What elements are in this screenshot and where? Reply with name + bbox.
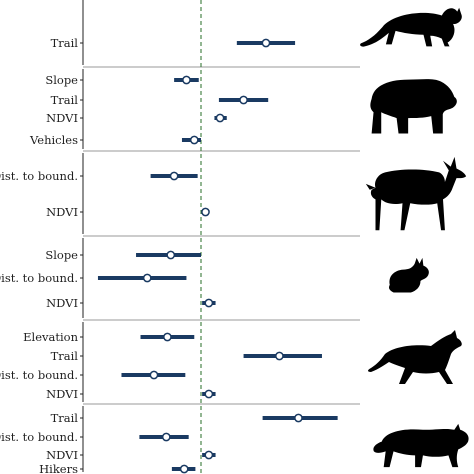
row-label: NDVI	[46, 205, 78, 219]
coefficient-row: NDVI	[46, 205, 210, 219]
coefficient-row: Slope	[45, 248, 201, 262]
point-estimate	[204, 298, 214, 308]
point-estimate	[239, 95, 248, 105]
row-label: Hikers	[39, 462, 78, 474]
coefficient-row: Vehicles	[29, 133, 201, 147]
row-label: Dist. to bound.	[0, 430, 78, 444]
coefficient-row: NDVI	[46, 111, 227, 125]
row-label: Dist. to bound.	[0, 271, 78, 285]
point-estimate	[179, 464, 189, 474]
panel-separators	[83, 66, 360, 405]
coefficient-row: Hikers	[39, 462, 196, 474]
row-label: NDVI	[46, 111, 78, 125]
deer-silhouette	[365, 156, 467, 231]
coefficient-row: Trail	[51, 36, 296, 50]
row-label: Dist. to bound.	[0, 368, 78, 382]
row-label: Dist. to bound.	[0, 169, 78, 183]
point-estimate	[261, 38, 271, 48]
coefficient-row: Dist. to bound.	[0, 430, 189, 444]
point-estimate	[201, 207, 210, 217]
point-estimate	[166, 250, 176, 260]
cougar-silhouette	[360, 7, 462, 47]
coefficient-row: Dist. to bound.	[0, 169, 198, 183]
bobcat-silhouette	[373, 423, 469, 468]
coefficient-row: Elevation	[23, 330, 195, 344]
row-label: Trail	[51, 36, 79, 50]
row-label: NDVI	[46, 448, 78, 462]
point-estimate	[182, 75, 191, 85]
point-estimate	[163, 332, 172, 342]
coefficient-row: NDVI	[46, 387, 216, 401]
cougar-silhouette-part	[441, 7, 462, 24]
coefficient-rows: Trail Slope Trail NDVI Vehicles Dist. to boun…	[0, 36, 338, 474]
row-label: Slope	[45, 248, 78, 262]
deer-silhouette-part	[370, 156, 467, 231]
row-label: Trail	[51, 411, 79, 425]
black-bear-silhouette-part	[370, 79, 457, 134]
coefficient-row: Trail	[51, 411, 338, 425]
row-label: Slope	[45, 73, 78, 87]
point-estimate	[294, 413, 303, 423]
rabbit-silhouette	[389, 257, 429, 293]
coefficient-row: Dist. to bound.	[0, 271, 187, 285]
point-estimate	[215, 113, 225, 123]
rabbit-silhouette-part	[389, 257, 429, 293]
coefficient-row: Dist. to bound.	[0, 368, 186, 382]
row-label: Trail	[51, 349, 79, 363]
row-label: Trail	[51, 93, 79, 107]
row-label: Vehicles	[29, 133, 78, 147]
coyote-silhouette	[368, 330, 462, 384]
point-estimate	[149, 370, 159, 380]
deer-silhouette-part	[365, 183, 376, 190]
coefficient-row: NDVI	[46, 296, 216, 310]
animal-silhouettes	[360, 7, 469, 468]
cougar-silhouette-part	[360, 12, 455, 47]
point-estimate	[204, 389, 214, 399]
panel-axes	[80, 0, 84, 472]
point-estimate	[189, 135, 199, 145]
coyote-silhouette-part	[368, 330, 462, 384]
row-label: NDVI	[46, 387, 78, 401]
row-label: Elevation	[23, 330, 78, 344]
point-estimate	[161, 432, 171, 442]
row-label: NDVI	[46, 296, 78, 310]
point-estimate	[142, 273, 152, 283]
point-estimate	[275, 351, 284, 361]
coefficient-row: Slope	[45, 73, 199, 87]
coefficient-row: Trail	[51, 349, 322, 363]
black-bear-silhouette	[370, 79, 457, 134]
bobcat-silhouette-part	[373, 423, 469, 468]
point-estimate	[169, 171, 179, 181]
coefficient-row: Trail	[51, 93, 269, 107]
point-estimate	[204, 450, 214, 460]
coefficient-row: NDVI	[46, 448, 216, 462]
